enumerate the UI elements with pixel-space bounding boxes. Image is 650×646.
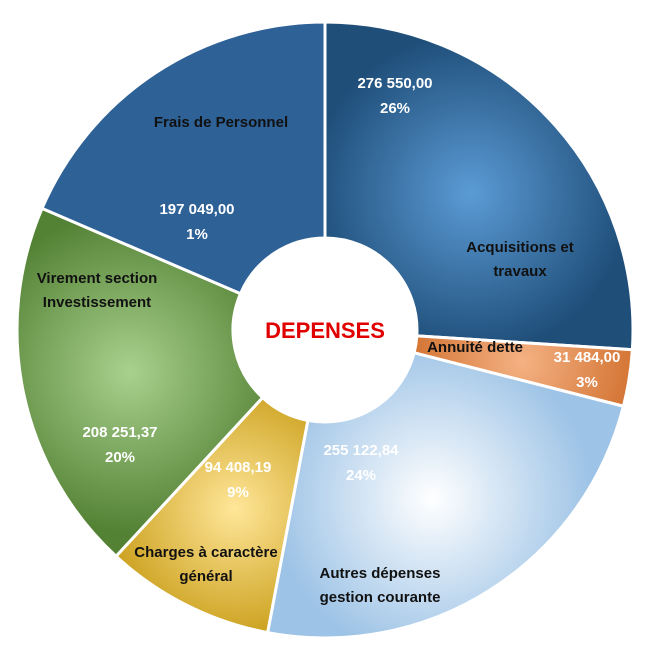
slice-percent-label: 20% xyxy=(105,449,135,466)
slice-name-label: général xyxy=(179,568,232,585)
chart-title: DEPENSES xyxy=(265,318,385,343)
slice-value-label: 31 484,00 xyxy=(554,349,621,366)
slice-name-label: Autres dépenses xyxy=(320,565,441,582)
slice-percent-label: 1% xyxy=(186,226,208,243)
slice-value-label: 276 550,00 xyxy=(357,75,432,92)
slice-value-label: 208 251,37 xyxy=(82,424,157,441)
donut-slices xyxy=(15,20,635,640)
slice-name-label: Acquisitions et xyxy=(466,239,574,256)
slice-percent-label: 24% xyxy=(346,467,376,484)
donut-hole xyxy=(233,238,417,422)
slice-percent-label: 26% xyxy=(380,100,410,117)
slice-name-label: Annuité dette xyxy=(427,339,523,356)
slice-name-label: gestion courante xyxy=(320,589,441,606)
slice-percent-label: 9% xyxy=(227,484,249,501)
slice-name-label: travaux xyxy=(493,263,547,280)
slice-value-label: 197 049,00 xyxy=(159,201,234,218)
slice-name-label: Investissement xyxy=(43,294,151,311)
slice-value-label: 255 122,84 xyxy=(323,442,399,459)
slice-name-label: Frais de Personnel xyxy=(154,114,288,131)
slice-percent-label: 3% xyxy=(576,374,598,391)
slice-labels: Acquisitions et travaux 276 550,00 26% Annui… xyxy=(37,75,621,606)
slice-name-label: Virement section xyxy=(37,270,158,287)
slice-name-label: Charges à caractère xyxy=(134,544,277,561)
slice-value-label: 94 408,19 xyxy=(205,459,272,476)
